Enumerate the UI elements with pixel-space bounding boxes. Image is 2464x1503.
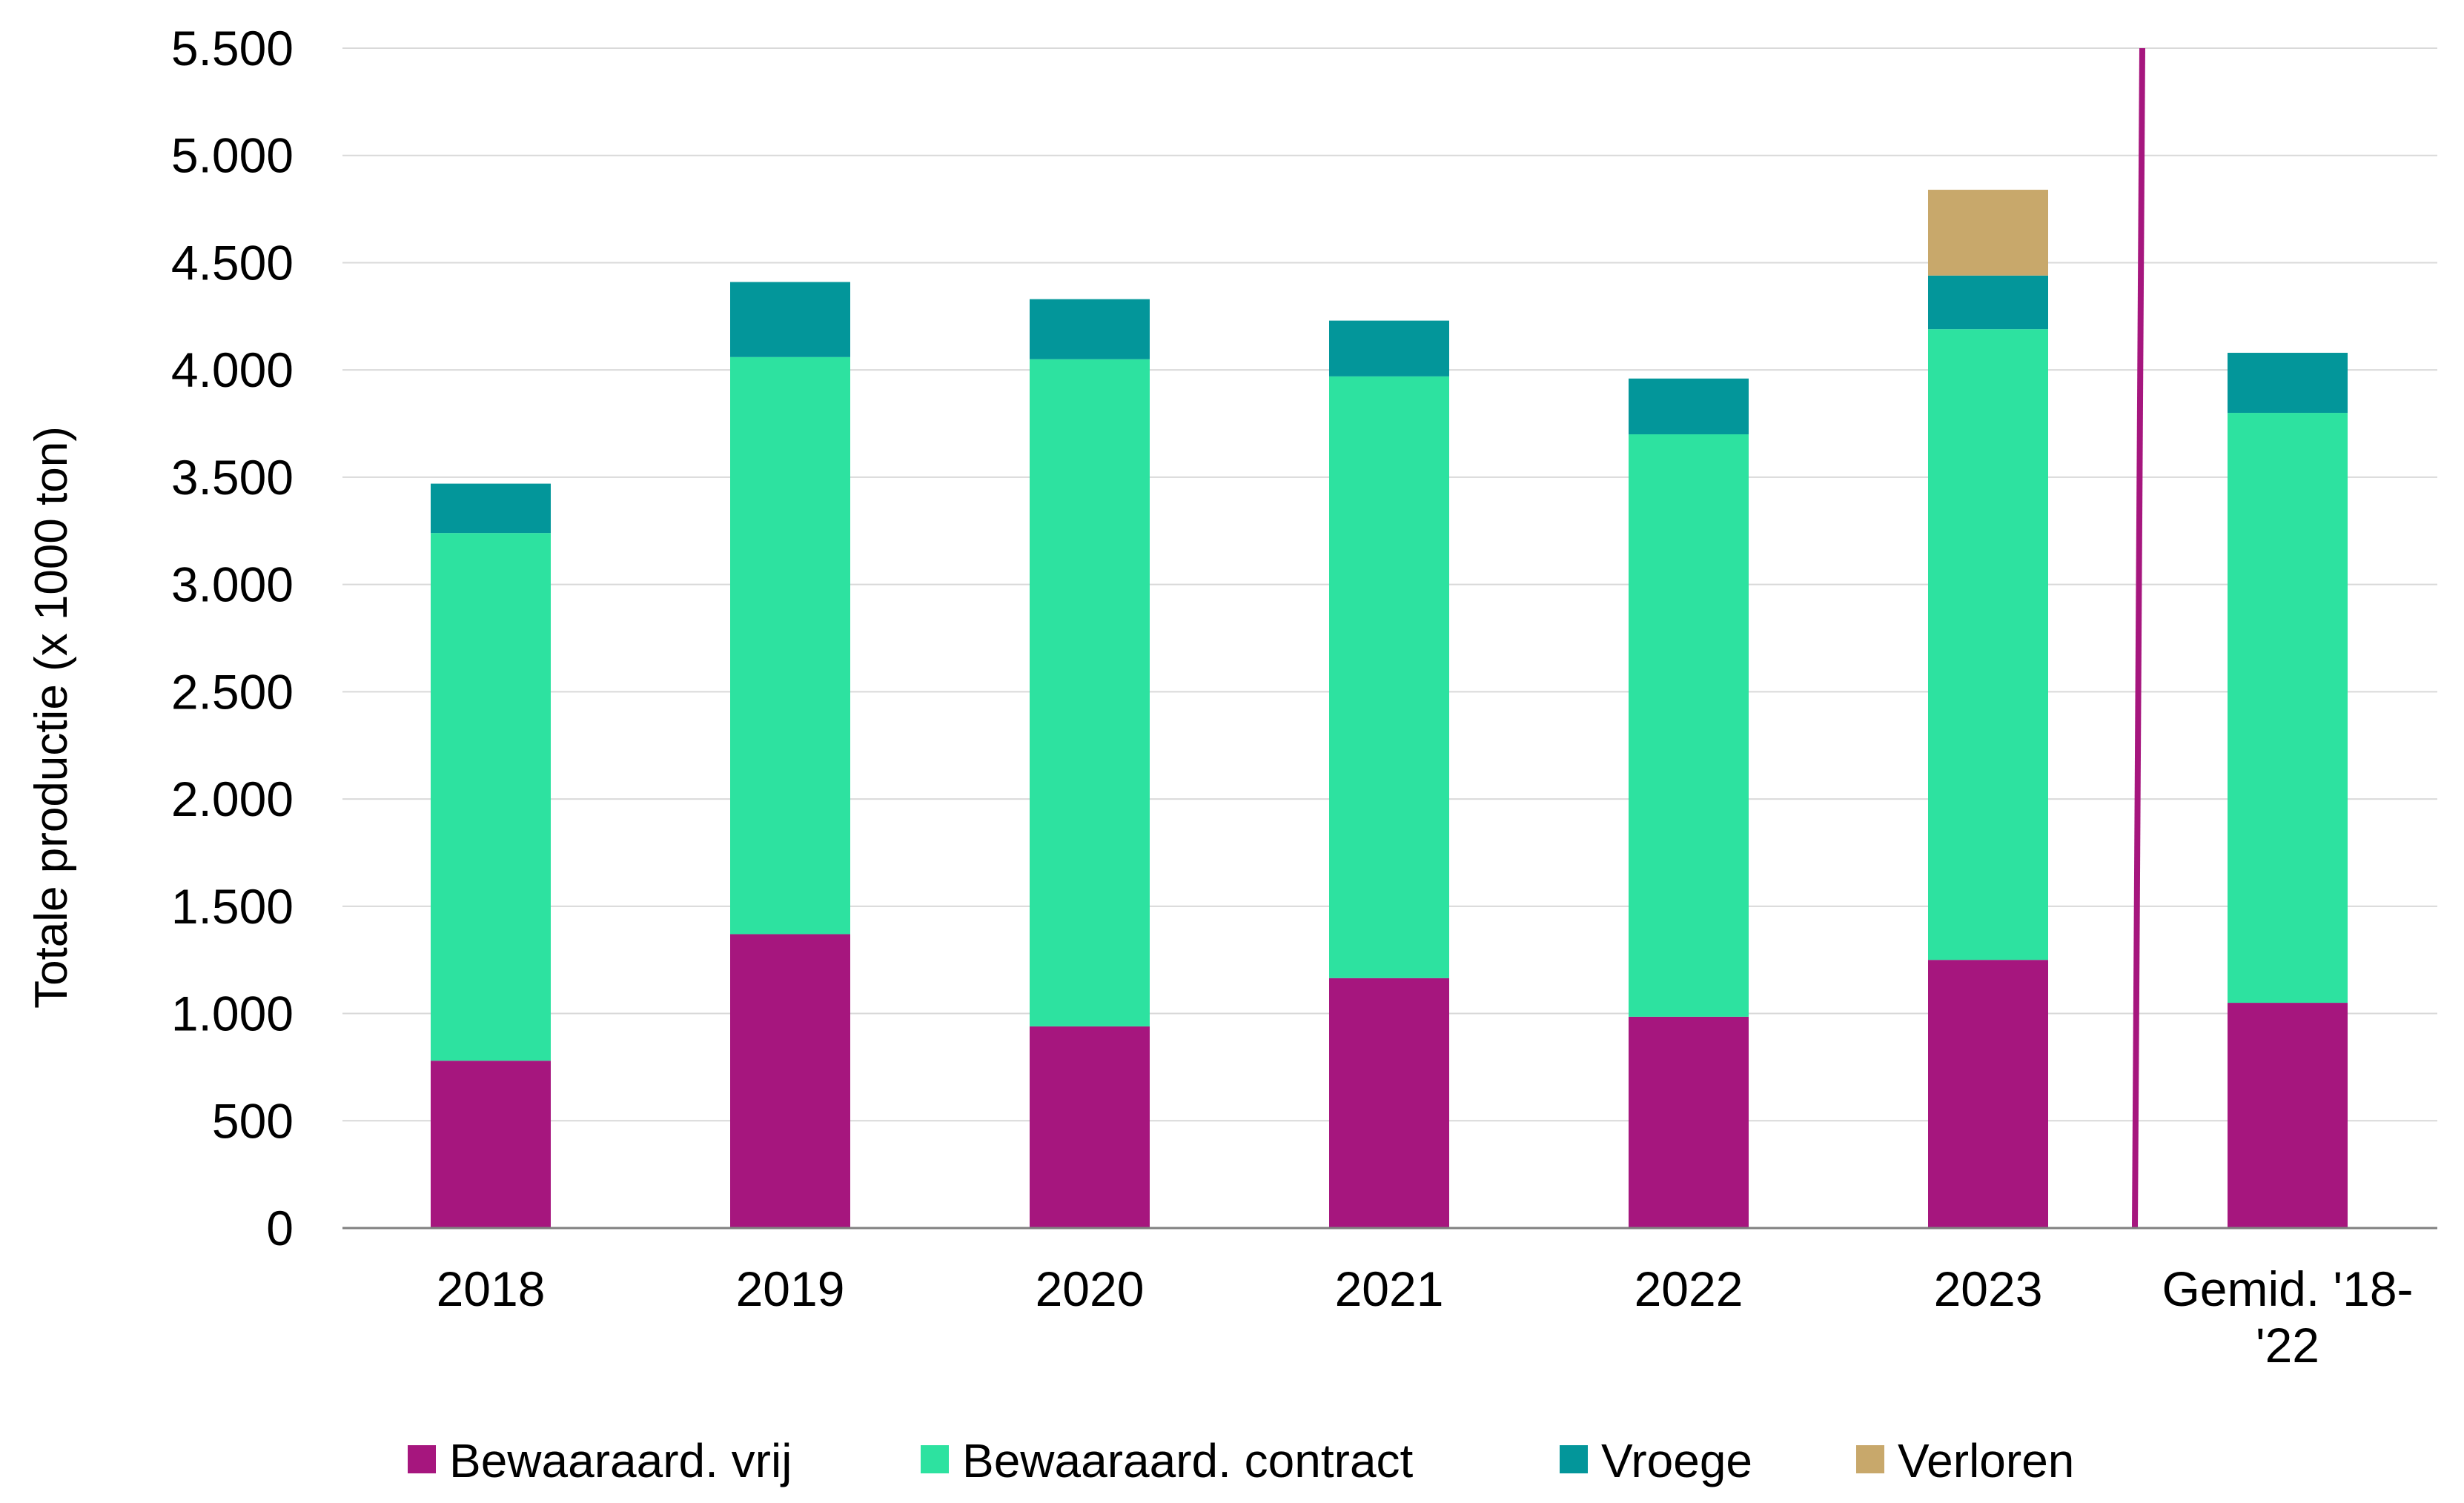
y-axis-title: Totale productie (x 1000 ton): [26, 426, 77, 1009]
y-tick-label: 1.000: [171, 986, 294, 1041]
bar-segment: [1928, 275, 2048, 330]
legend-swatch: [1560, 1445, 1588, 1473]
legend-item: Vroege: [1560, 1434, 1752, 1487]
legend-swatch: [408, 1445, 436, 1473]
x-tick-label: 2020: [1036, 1261, 1145, 1316]
y-tick-label: 1.500: [171, 879, 294, 934]
bar-segment: [1629, 434, 1749, 1017]
legend-item: Bewaaraard. contract: [921, 1434, 1414, 1487]
bar-segment: [431, 483, 551, 534]
bar-segment: [1928, 190, 2048, 276]
x-tick-label: 2023: [1934, 1261, 2043, 1316]
bar-segment: [1329, 320, 1449, 376]
y-tick-label: 2.000: [171, 772, 294, 826]
y-tick-label: 0: [266, 1201, 294, 1255]
separator-line: [2132, 47, 2145, 1229]
legend-item: Bewaaraard. vrij: [408, 1434, 792, 1487]
y-tick-label: 5.500: [171, 21, 294, 76]
bar-segment: [2228, 413, 2348, 1003]
bar-segment: [2228, 353, 2348, 414]
separator: [2132, 47, 2145, 1229]
legend: Bewaaraard. vrij Bewaaraard. contract Vroe…: [408, 1434, 2074, 1487]
legend-label: Bewaaraard. vrij: [449, 1434, 792, 1487]
legend-swatch: [1856, 1445, 1884, 1473]
y-tick-label: 3.500: [171, 450, 294, 505]
x-tick-labels: 2018 2019 2020 2021 2022 2023 Gemid. '18-'22: [437, 1261, 2414, 1373]
bar-segment: [1030, 1026, 1150, 1228]
bar-segment: [730, 356, 850, 935]
y-tick-label: 3.000: [171, 557, 294, 612]
bar-segment: [1928, 960, 2048, 1228]
y-tick-label: 4.000: [171, 342, 294, 397]
bar-segment: [2228, 1003, 2348, 1228]
legend-item: Verloren: [1856, 1434, 2074, 1487]
bar-segment: [1329, 978, 1449, 1228]
bar-segment: [431, 1061, 551, 1228]
x-tick-label: Gemid. '18-'22: [2162, 1261, 2413, 1373]
bar-segment: [1928, 329, 2048, 960]
legend-label: Vroege: [1601, 1434, 1752, 1487]
bar-segment: [1030, 299, 1150, 359]
bar-segment: [1629, 1016, 1749, 1228]
y-tick-label: 2.500: [171, 664, 294, 719]
bars: [431, 190, 2348, 1228]
bar-segment: [730, 934, 850, 1228]
y-tick-label: 4.500: [171, 235, 294, 290]
y-tick-labels: 0 500 1.000 1.500 2.000 2.500 3.000 3.500 4.000 4…: [171, 21, 294, 1255]
x-tick-label: 2019: [736, 1261, 845, 1316]
bar-segment: [730, 282, 850, 357]
bar-segment: [1329, 376, 1449, 978]
x-tick-label: 2018: [437, 1261, 546, 1316]
bar-segment: [431, 533, 551, 1061]
y-tick-label: 500: [212, 1093, 294, 1148]
x-tick-label: 2021: [1335, 1261, 1444, 1316]
y-tick-label: 5.000: [171, 128, 294, 183]
bar-segment: [1629, 378, 1749, 435]
legend-label: Verloren: [1898, 1434, 2074, 1487]
x-tick-label: 2022: [1635, 1261, 1743, 1316]
legend-swatch: [921, 1445, 949, 1473]
bar-segment: [1030, 359, 1150, 1026]
legend-label: Bewaaraard. contract: [962, 1434, 1414, 1487]
